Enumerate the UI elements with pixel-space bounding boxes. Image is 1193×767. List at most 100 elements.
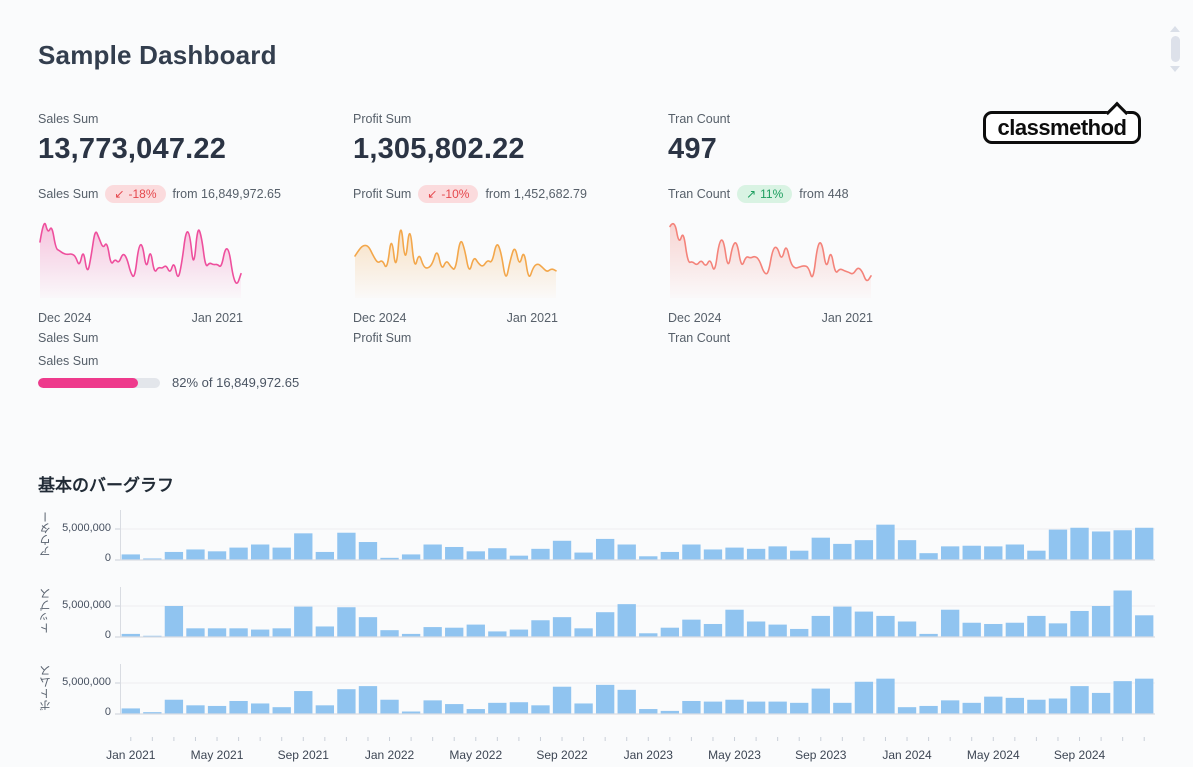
kpi-value: 1,305,802.22 (353, 133, 525, 165)
chart-row-outer: アウター 5,000,000 0 (38, 506, 1155, 564)
trend-badge: ↗ 11% (737, 185, 793, 203)
progress-fill (38, 377, 139, 388)
bar (1070, 610, 1089, 637)
bar (488, 702, 507, 714)
scrollbar[interactable] (1170, 26, 1180, 72)
bar (552, 686, 572, 714)
scroll-down-icon[interactable] (1170, 66, 1180, 72)
y-axis: 5,000,000 0 (54, 660, 120, 718)
bar (1048, 623, 1068, 637)
bar (984, 623, 1003, 637)
bar (466, 709, 485, 714)
bar (811, 615, 830, 637)
bar (272, 628, 291, 637)
bar (897, 707, 917, 714)
trend-down-icon: ↙ (114, 187, 125, 201)
spark-start-date: Dec 2024 (38, 311, 92, 325)
y-axis: 5,000,000 0 (54, 506, 120, 564)
bar (919, 553, 938, 560)
bar (876, 524, 895, 560)
bar (639, 709, 658, 714)
bar (768, 701, 787, 714)
bar (1070, 686, 1089, 714)
bar (811, 537, 830, 560)
spark-end-date: Jan 2021 (821, 311, 873, 325)
bar (1113, 530, 1132, 560)
kpi-card-sales: Sales Sum 13,773,047.22 Sales Sum ↙ -18% … (38, 110, 338, 360)
kpi-card-tran: Tran Count 497 Tran Count ↗ 11% from 448 … (668, 110, 968, 360)
progress-row: 82% of 16,849,972.65 (38, 375, 299, 390)
scroll-up-icon[interactable] (1170, 26, 1180, 32)
bar (617, 604, 636, 637)
y-tick-label: 5,000,000 (62, 676, 111, 688)
bar (143, 635, 162, 637)
bar (488, 631, 507, 637)
bar (703, 701, 723, 714)
profit-sparkline-chart (354, 229, 557, 298)
bar (746, 621, 766, 637)
bar (509, 629, 529, 637)
sparkline-date-range: Dec 2024 Jan 2021 (668, 311, 873, 325)
bar (186, 549, 205, 560)
bar (207, 551, 227, 560)
bar (1048, 698, 1068, 714)
bar (315, 551, 335, 560)
x-axis-label: May 2023 (708, 748, 761, 762)
x-axis-label: Sep 2024 (1053, 748, 1106, 762)
bar (143, 712, 162, 714)
bar (186, 705, 205, 714)
kpi-comparison: Sales Sum ↙ -18% from 16,849,972.65 (38, 185, 281, 203)
bar (380, 630, 399, 637)
kpi-value: 497 (668, 133, 717, 165)
bar (552, 617, 572, 637)
bar (337, 532, 356, 560)
bar (746, 701, 766, 714)
kpi-comparison: Profit Sum ↙ -10% from 1,452,682.79 (353, 185, 587, 203)
bar (1027, 550, 1046, 560)
bar-chart-title: 基本のバーグラフ (38, 476, 174, 495)
bar (1070, 527, 1089, 560)
bar (833, 702, 852, 714)
bar (294, 533, 313, 560)
bar (401, 633, 421, 637)
facet-label: アウター (40, 511, 52, 557)
spark-series-label: Tran Count (668, 331, 731, 345)
bar (207, 705, 227, 714)
x-axis-label: May 2021 (190, 748, 244, 762)
bar (164, 699, 184, 714)
x-axis-label: Sep 2023 (795, 748, 847, 762)
bar (1005, 622, 1025, 637)
bar (1027, 699, 1046, 714)
chart-row-tops: トップス 5,000,000 0 (38, 583, 1155, 641)
scrollbar-thumb[interactable] (1170, 36, 1180, 62)
bar (445, 627, 464, 637)
x-axis-label: May 2022 (449, 748, 503, 762)
bar (790, 550, 809, 560)
y-tick-label: 0 (104, 552, 111, 564)
bar (746, 548, 766, 560)
x-axis-label: May 2024 (966, 748, 1020, 762)
bar (984, 696, 1003, 714)
comparison-from-value: from 16,849,972.65 (172, 187, 281, 201)
bar (121, 708, 140, 714)
kpi-card-profit: Profit Sum 1,305,802.22 Profit Sum ↙ -10%… (353, 110, 653, 360)
kpi-comparison: Tran Count ↗ 11% from 448 (668, 185, 849, 203)
bar (315, 626, 335, 637)
bar (962, 622, 981, 637)
bar (423, 627, 442, 637)
bar (574, 552, 593, 560)
chart-row-bottoms: ボトムス 5,000,000 0 (38, 660, 1155, 718)
bar (1091, 606, 1111, 637)
trend-percent: 11% (760, 187, 784, 201)
bar (854, 611, 874, 637)
spark-end-date: Jan 2021 (191, 311, 243, 325)
bar (574, 703, 593, 714)
bar (1113, 681, 1132, 714)
bar (790, 628, 809, 637)
logo-text: classmethod (997, 114, 1128, 140)
bar (1091, 692, 1111, 714)
bar (229, 628, 248, 637)
x-axis-label: Jan 2023 (623, 748, 673, 762)
bar (1048, 529, 1068, 560)
bar (1091, 531, 1111, 560)
